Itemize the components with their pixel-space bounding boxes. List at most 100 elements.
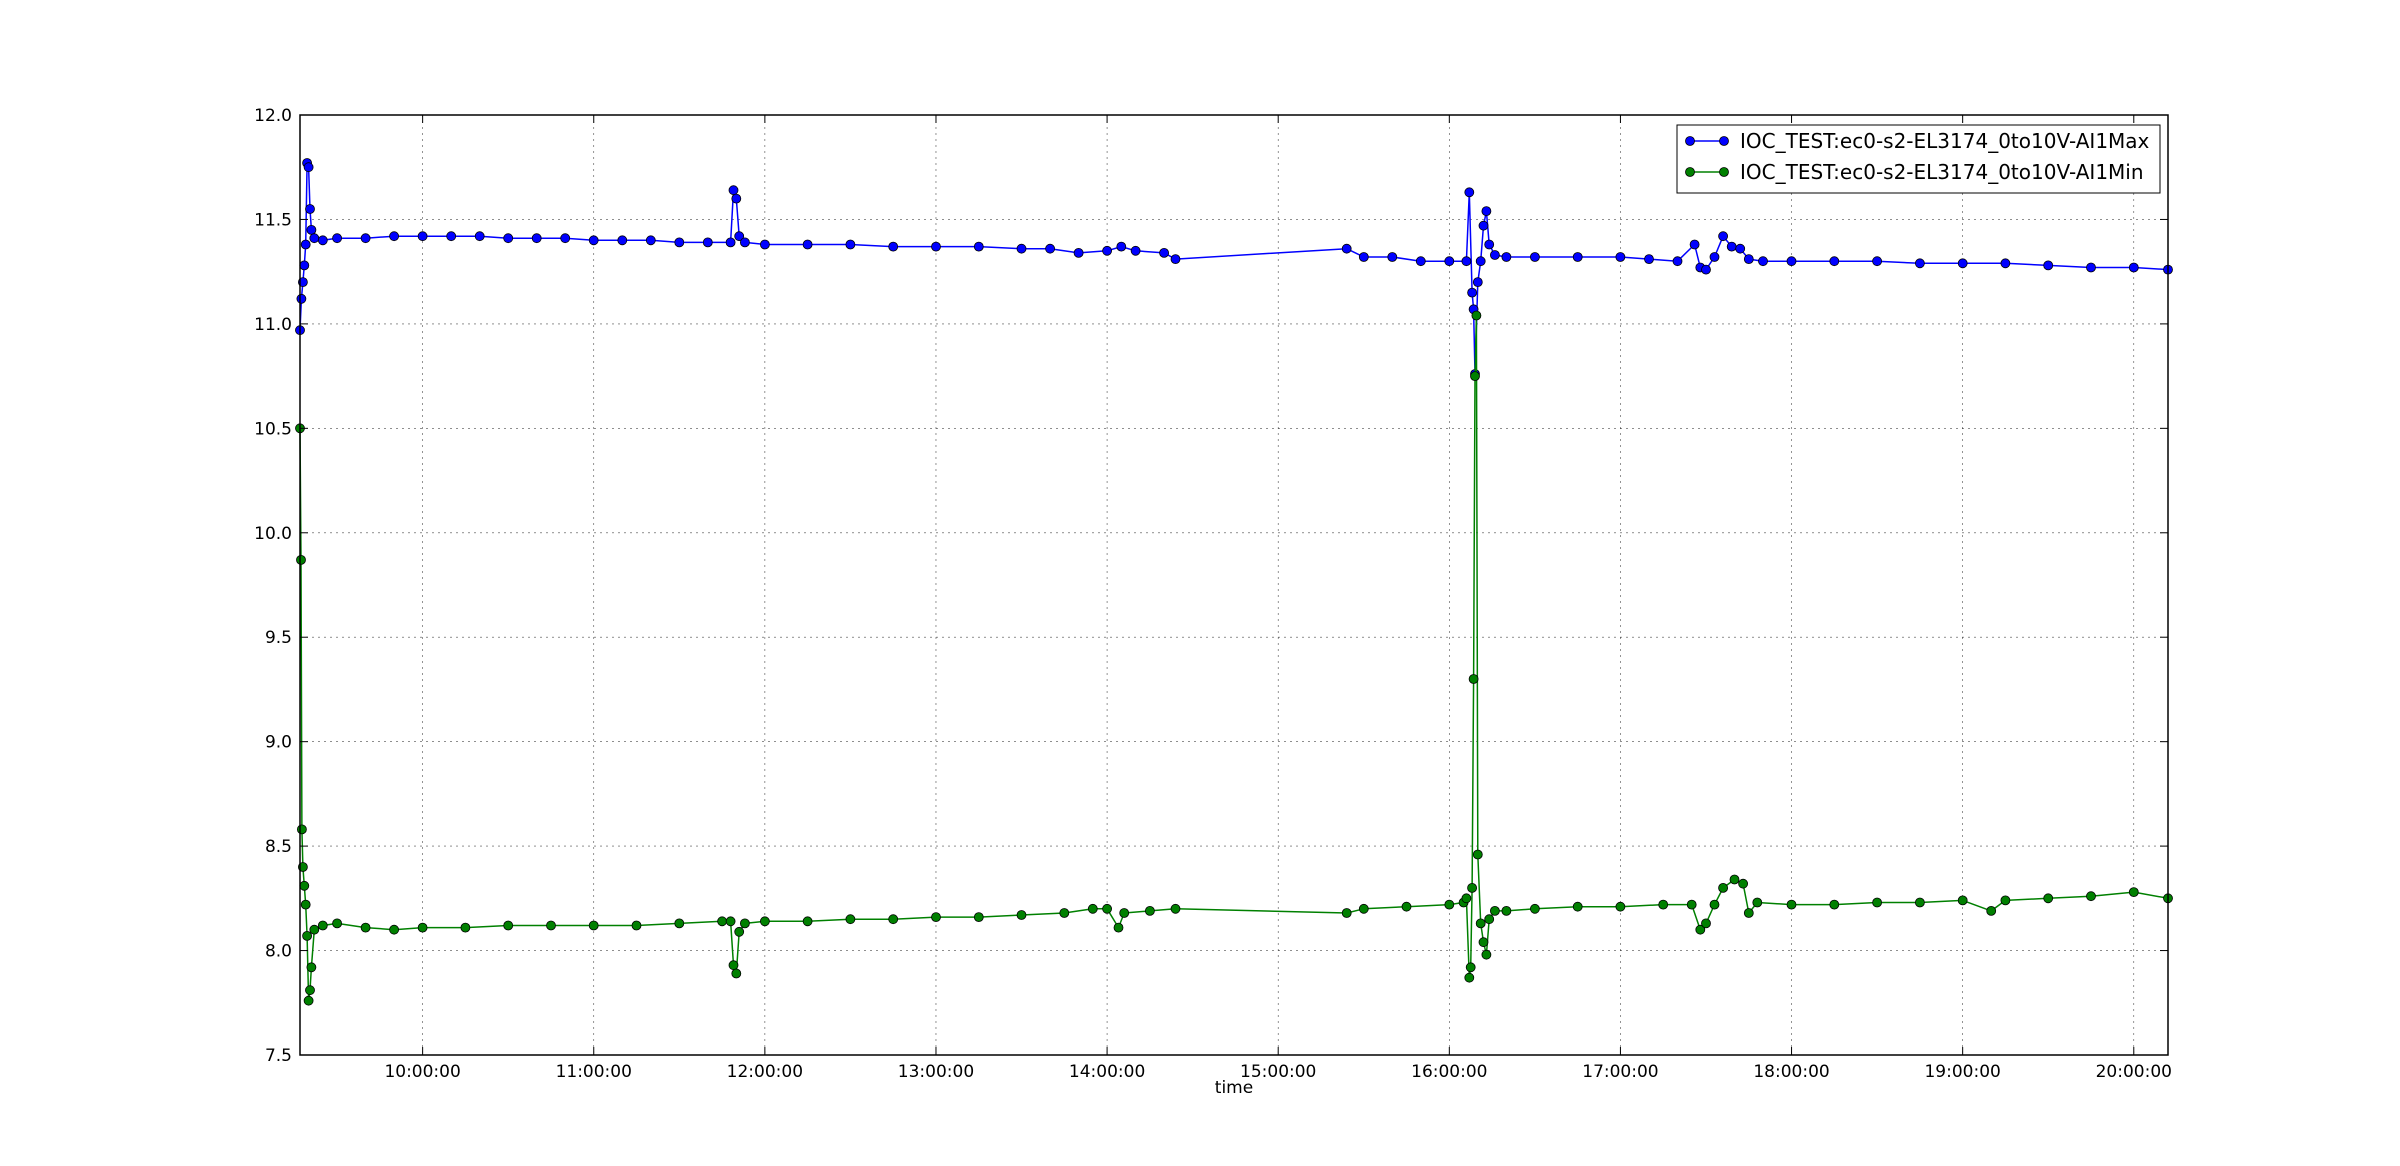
data-point xyxy=(1743,908,1754,918)
data-point xyxy=(740,237,750,248)
data-point xyxy=(1170,903,1181,914)
data-point xyxy=(309,233,320,244)
legend-label-max: IOC_TEST:ec0-s2-EL3174_0to10V-AI1Max xyxy=(1740,129,2150,153)
data-point xyxy=(1726,241,1737,252)
data-point xyxy=(1658,899,1669,910)
data-point xyxy=(1465,962,1476,973)
data-point xyxy=(446,231,457,242)
data-point xyxy=(740,918,750,929)
data-point xyxy=(1130,245,1141,256)
data-point xyxy=(1915,258,1925,269)
data-point xyxy=(1501,906,1512,916)
data-point xyxy=(1016,910,1027,920)
data-point xyxy=(760,916,770,927)
data-point xyxy=(728,185,739,196)
data-point xyxy=(1735,243,1746,254)
data-point xyxy=(1387,252,1398,262)
legend: IOC_TEST:ec0-s2-EL3174_0to10V-AI1Max IOC… xyxy=(1676,124,2161,194)
data-point xyxy=(1468,674,1479,684)
data-point xyxy=(1701,918,1711,929)
data-point xyxy=(1119,908,1130,918)
data-point xyxy=(305,985,315,996)
y-tick-label: 7.5 xyxy=(265,1046,292,1066)
data-point xyxy=(1481,206,1492,217)
data-point xyxy=(1464,187,1475,198)
data-point xyxy=(1470,371,1480,382)
data-point xyxy=(1467,287,1477,298)
data-point xyxy=(1116,241,1127,252)
data-point xyxy=(305,204,315,214)
x-axis-label: time xyxy=(1215,1078,1253,1098)
data-point xyxy=(1113,922,1124,933)
data-point xyxy=(1444,256,1455,267)
y-tick-label: 10.0 xyxy=(254,524,292,544)
data-point xyxy=(317,920,328,931)
data-point xyxy=(1701,264,1711,275)
data-point xyxy=(1729,874,1740,885)
x-tick-label: 15:00:00 xyxy=(1240,1062,1316,1082)
data-point xyxy=(296,555,306,565)
data-point xyxy=(1073,247,1084,258)
data-point xyxy=(1786,899,1797,910)
data-point xyxy=(417,922,428,933)
data-point xyxy=(631,920,642,931)
legend-label-min: IOC_TEST:ec0-s2-EL3174_0to10V-AI1Min xyxy=(1740,160,2144,184)
legend-box xyxy=(1676,124,2161,194)
data-point xyxy=(1709,899,1720,910)
data-point xyxy=(731,968,742,979)
data-point xyxy=(617,235,628,246)
data-point xyxy=(1159,247,1169,258)
data-point xyxy=(1986,906,1997,916)
data-point xyxy=(306,224,317,235)
data-point xyxy=(931,241,941,252)
data-point xyxy=(1572,252,1583,262)
data-point xyxy=(973,912,984,922)
series-max xyxy=(295,158,2173,379)
data-point xyxy=(1461,256,1472,267)
data-point xyxy=(1872,256,1882,267)
data-point xyxy=(1615,252,1626,262)
x-tick-label: 18:00:00 xyxy=(1753,1062,1829,1082)
data-point xyxy=(760,239,770,250)
data-point xyxy=(546,920,556,931)
data-point xyxy=(503,233,514,244)
data-point xyxy=(296,824,307,835)
data-point xyxy=(734,926,745,937)
data-point xyxy=(332,233,343,244)
data-point xyxy=(1358,252,1369,262)
data-point xyxy=(306,962,317,973)
data-point xyxy=(474,231,485,242)
data-point xyxy=(674,918,685,929)
data-point xyxy=(1786,256,1797,267)
data-point xyxy=(1016,243,1027,254)
x-tick-label: 16:00:00 xyxy=(1411,1062,1487,1082)
plot-frame xyxy=(299,114,2169,1056)
data-point xyxy=(845,914,856,925)
data-point xyxy=(360,922,371,933)
data-point xyxy=(1743,254,1754,265)
data-point xyxy=(1415,256,1426,267)
data-point xyxy=(1530,252,1540,262)
data-point xyxy=(725,237,736,248)
data-point xyxy=(309,924,320,935)
data-point xyxy=(300,899,311,910)
data-point xyxy=(1686,899,1697,910)
data-point xyxy=(1484,239,1495,250)
data-point xyxy=(1672,256,1683,267)
data-point xyxy=(317,235,328,246)
y-tick-label: 11.5 xyxy=(254,210,292,230)
data-point xyxy=(802,239,813,250)
plot-background xyxy=(300,115,2168,1055)
data-point xyxy=(1478,937,1489,948)
data-point xyxy=(1872,897,1882,908)
data-point xyxy=(1915,897,1925,908)
data-point xyxy=(302,931,313,941)
data-point xyxy=(1472,849,1483,860)
data-point xyxy=(1471,310,1482,321)
data-point xyxy=(332,918,343,929)
data-point xyxy=(1475,918,1486,929)
data-point xyxy=(1464,972,1475,983)
series-layer xyxy=(295,158,2173,1006)
data-point xyxy=(1341,908,1352,918)
